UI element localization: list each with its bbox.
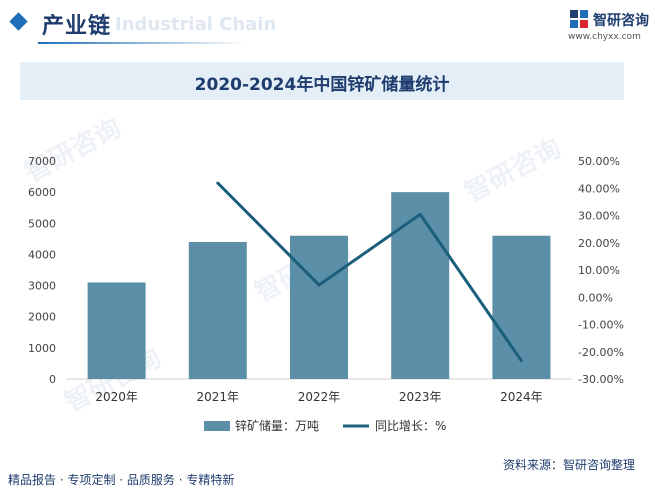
x-axis-tick-label: 2022年 (298, 390, 341, 404)
bar (188, 241, 247, 379)
right-axis-tick-label: 50.00% (578, 155, 620, 168)
footer: 精品报告 · 专项定制 · 品质服务 · 专精特新 资料来源：智研咨询整理 (0, 458, 655, 497)
growth-point (317, 283, 321, 287)
left-axis-tick-label: 6000 (28, 186, 56, 199)
chart-title-banner: 2020-2024年中国锌矿储量统计 (20, 62, 624, 100)
right-axis-tick-label: -10.00% (578, 319, 624, 332)
right-axis-tick-label: 0.00% (578, 291, 613, 304)
x-axis-tick-label: 2020年 (95, 390, 138, 404)
growth-point (418, 212, 422, 216)
left-axis-tick-label: 2000 (28, 311, 56, 324)
header-title: 产业链 (42, 14, 112, 39)
chart-title: 2020-2024年中国锌矿储量统计 (194, 75, 450, 95)
bar (492, 235, 551, 379)
legend-bar-swatch (204, 421, 230, 431)
header-underline (38, 42, 248, 44)
left-axis-tick-label: 0 (49, 373, 56, 386)
left-axis-tick-label: 4000 (28, 248, 56, 261)
header-subtitle-en: Industrial Chain (115, 14, 277, 35)
brand-logo[interactable]: 智研咨询 www.chyxx.com (564, 6, 654, 46)
brand-url[interactable]: www.chyxx.com (568, 32, 641, 42)
left-axis-tick-label: 7000 (28, 155, 56, 168)
bar (87, 282, 146, 379)
header: Industrial Chain 产业链 智研咨询 www.chyxx.com (0, 0, 655, 46)
brand-logo-icon (570, 10, 588, 28)
legend-line-label: 同比增长：% (375, 419, 446, 433)
x-axis-tick-label: 2021年 (197, 390, 240, 404)
bar (290, 235, 348, 379)
left-axis-tick-label: 3000 (28, 280, 56, 293)
growth-point (216, 181, 220, 185)
footer-source: 资料来源：智研咨询整理 (503, 458, 636, 472)
brand-name: 智研咨询 (593, 13, 649, 29)
footer-slogan: 精品报告 · 专项定制 · 品质服务 · 专精特新 (8, 473, 235, 487)
right-axis-tick-label: 30.00% (578, 210, 620, 223)
growth-point (519, 359, 523, 363)
growth-line (216, 182, 523, 362)
right-axis-tick-label: 20.00% (578, 237, 620, 250)
right-axis-tick-label: 10.00% (578, 264, 620, 277)
x-axis-tick-label: 2023年 (399, 390, 442, 404)
left-axis-tick-label: 1000 (28, 342, 56, 355)
bar (391, 192, 450, 379)
x-axis-tick-label: 2024年 (500, 390, 543, 404)
right-axis-tick-label: 40.00% (578, 182, 620, 195)
legend-bar-label: 锌矿储量：万吨 (235, 418, 319, 433)
chart-area: 0 1000 2000 3000 4000 5000 6000 7000 -30.00% -20.… (28, 155, 624, 433)
right-axis-tick-label: -20.00% (578, 346, 624, 359)
right-axis-tick-label: -30.00% (578, 373, 624, 386)
left-axis-tick-label: 5000 (28, 217, 56, 230)
